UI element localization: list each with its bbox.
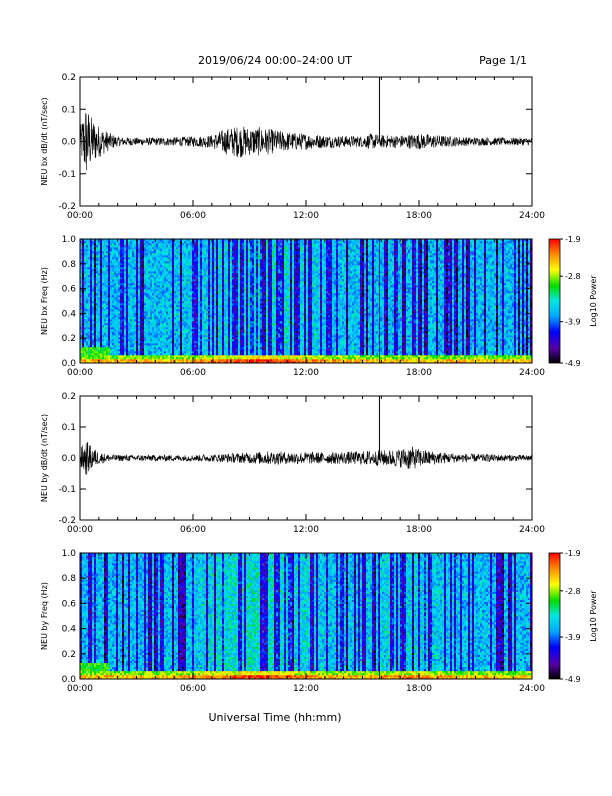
y-tick-label: 0.2: [62, 73, 76, 83]
y-tick-label: 0.4: [62, 625, 77, 635]
colorbar-tick-label: -1.9: [565, 235, 581, 244]
x-tick-label: 06:00: [180, 525, 206, 535]
colorbar-tick-label: -4.9: [565, 359, 581, 368]
x-tick-label: 12:00: [293, 211, 319, 221]
y-tick-label: 0.2: [62, 650, 76, 660]
colorbar-label: Log10 Power: [589, 275, 598, 327]
y-tick-label: 0.8: [62, 574, 77, 584]
x-tick-label: 18:00: [406, 211, 432, 221]
series-trace: [80, 113, 532, 170]
x-tick-label: 18:00: [406, 368, 432, 378]
y-tick-label: -0.2: [58, 516, 76, 526]
colorbar-tick-label: -2.8: [565, 587, 581, 596]
x-tick-label: 06:00: [180, 211, 206, 221]
colorbar-tick-label: -2.8: [565, 272, 581, 281]
colorbar-label: Log10 Power: [589, 590, 598, 642]
y-tick-label: 1.0: [62, 549, 77, 559]
y-tick-label: 0.0: [62, 138, 77, 148]
x-tick-label: 12:00: [293, 684, 319, 694]
colorbar-tick-label: -3.9: [565, 318, 581, 327]
page-title: 2019/06/24 00:00–24:00 UT: [198, 54, 352, 67]
colorbar: [549, 239, 560, 363]
panel-2: 0.00.20.40.60.81.0-1.9-2.8-3.9-4.9Log10 …: [40, 235, 598, 378]
colorbar-tick-label: -1.9: [565, 549, 581, 558]
x-tick-label: 06:00: [180, 368, 206, 378]
y-tick-label: 0.0: [62, 454, 77, 464]
panel-3: 00:00 06:00 12:00 18:00 24:00 NEU by dB/dt (n…: [40, 396, 545, 535]
y-tick-label: 0.2: [62, 392, 76, 402]
colorbar-tick-label: -3.9: [565, 633, 581, 642]
x-tick-label: 00:00: [67, 525, 93, 535]
x-tick-label: 24:00: [519, 211, 545, 221]
colorbar-tick-label: -4.9: [565, 675, 581, 684]
y-axis-title: NEU bx Freq (Hz): [40, 267, 49, 335]
x-tick-label: 00:00: [67, 211, 93, 221]
x-tick-label: 12:00: [293, 368, 319, 378]
x-tick-label: 00:00: [67, 368, 93, 378]
y-tick-label: -0.2: [58, 202, 76, 212]
y-tick-label: 0.6: [62, 285, 77, 295]
colorbar: [549, 553, 560, 679]
spectrogram: [80, 239, 532, 363]
x-tick-label: 12:00: [293, 525, 319, 535]
panel-4: 0.00.20.40.60.81.0-1.9-2.8-3.9-4.9Log10 …: [40, 549, 598, 694]
x-tick-label: 18:00: [406, 525, 432, 535]
spectrogram: [80, 553, 532, 679]
y-axis-title: NEU bx dB/dt (nT/sec): [40, 97, 49, 185]
y-tick-label: 0.8: [62, 260, 77, 270]
series-trace: [80, 442, 532, 475]
y-tick-label: 0.4: [62, 309, 77, 319]
x-tick-label: 24:00: [519, 684, 545, 694]
y-axis-title: NEU by dB/dt (nT/sec): [40, 414, 49, 502]
y-axis-title: NEU by Freq (Hz): [40, 582, 49, 650]
y-tick-label: 0.1: [62, 105, 76, 115]
x-axis-title: Universal Time (hh:mm): [209, 711, 342, 724]
y-tick-label: 0.1: [62, 423, 76, 433]
panel-1: 00:00 06:00 12:00 18:00 24:00 NEU bx dB/dt (n…: [40, 77, 545, 221]
y-tick-label: 0.2: [62, 334, 76, 344]
x-tick-label: 06:00: [180, 684, 206, 694]
y-tick-label: -0.1: [58, 485, 76, 495]
y-tick-label: 0.6: [62, 599, 77, 609]
x-tick-label: 24:00: [519, 368, 545, 378]
x-tick-label: 18:00: [406, 684, 432, 694]
page-number: Page 1/1: [479, 54, 527, 67]
y-tick-label: 1.0: [62, 235, 77, 245]
y-tick-label: -0.1: [58, 170, 76, 180]
x-tick-label: 00:00: [67, 684, 93, 694]
x-tick-label: 24:00: [519, 525, 545, 535]
